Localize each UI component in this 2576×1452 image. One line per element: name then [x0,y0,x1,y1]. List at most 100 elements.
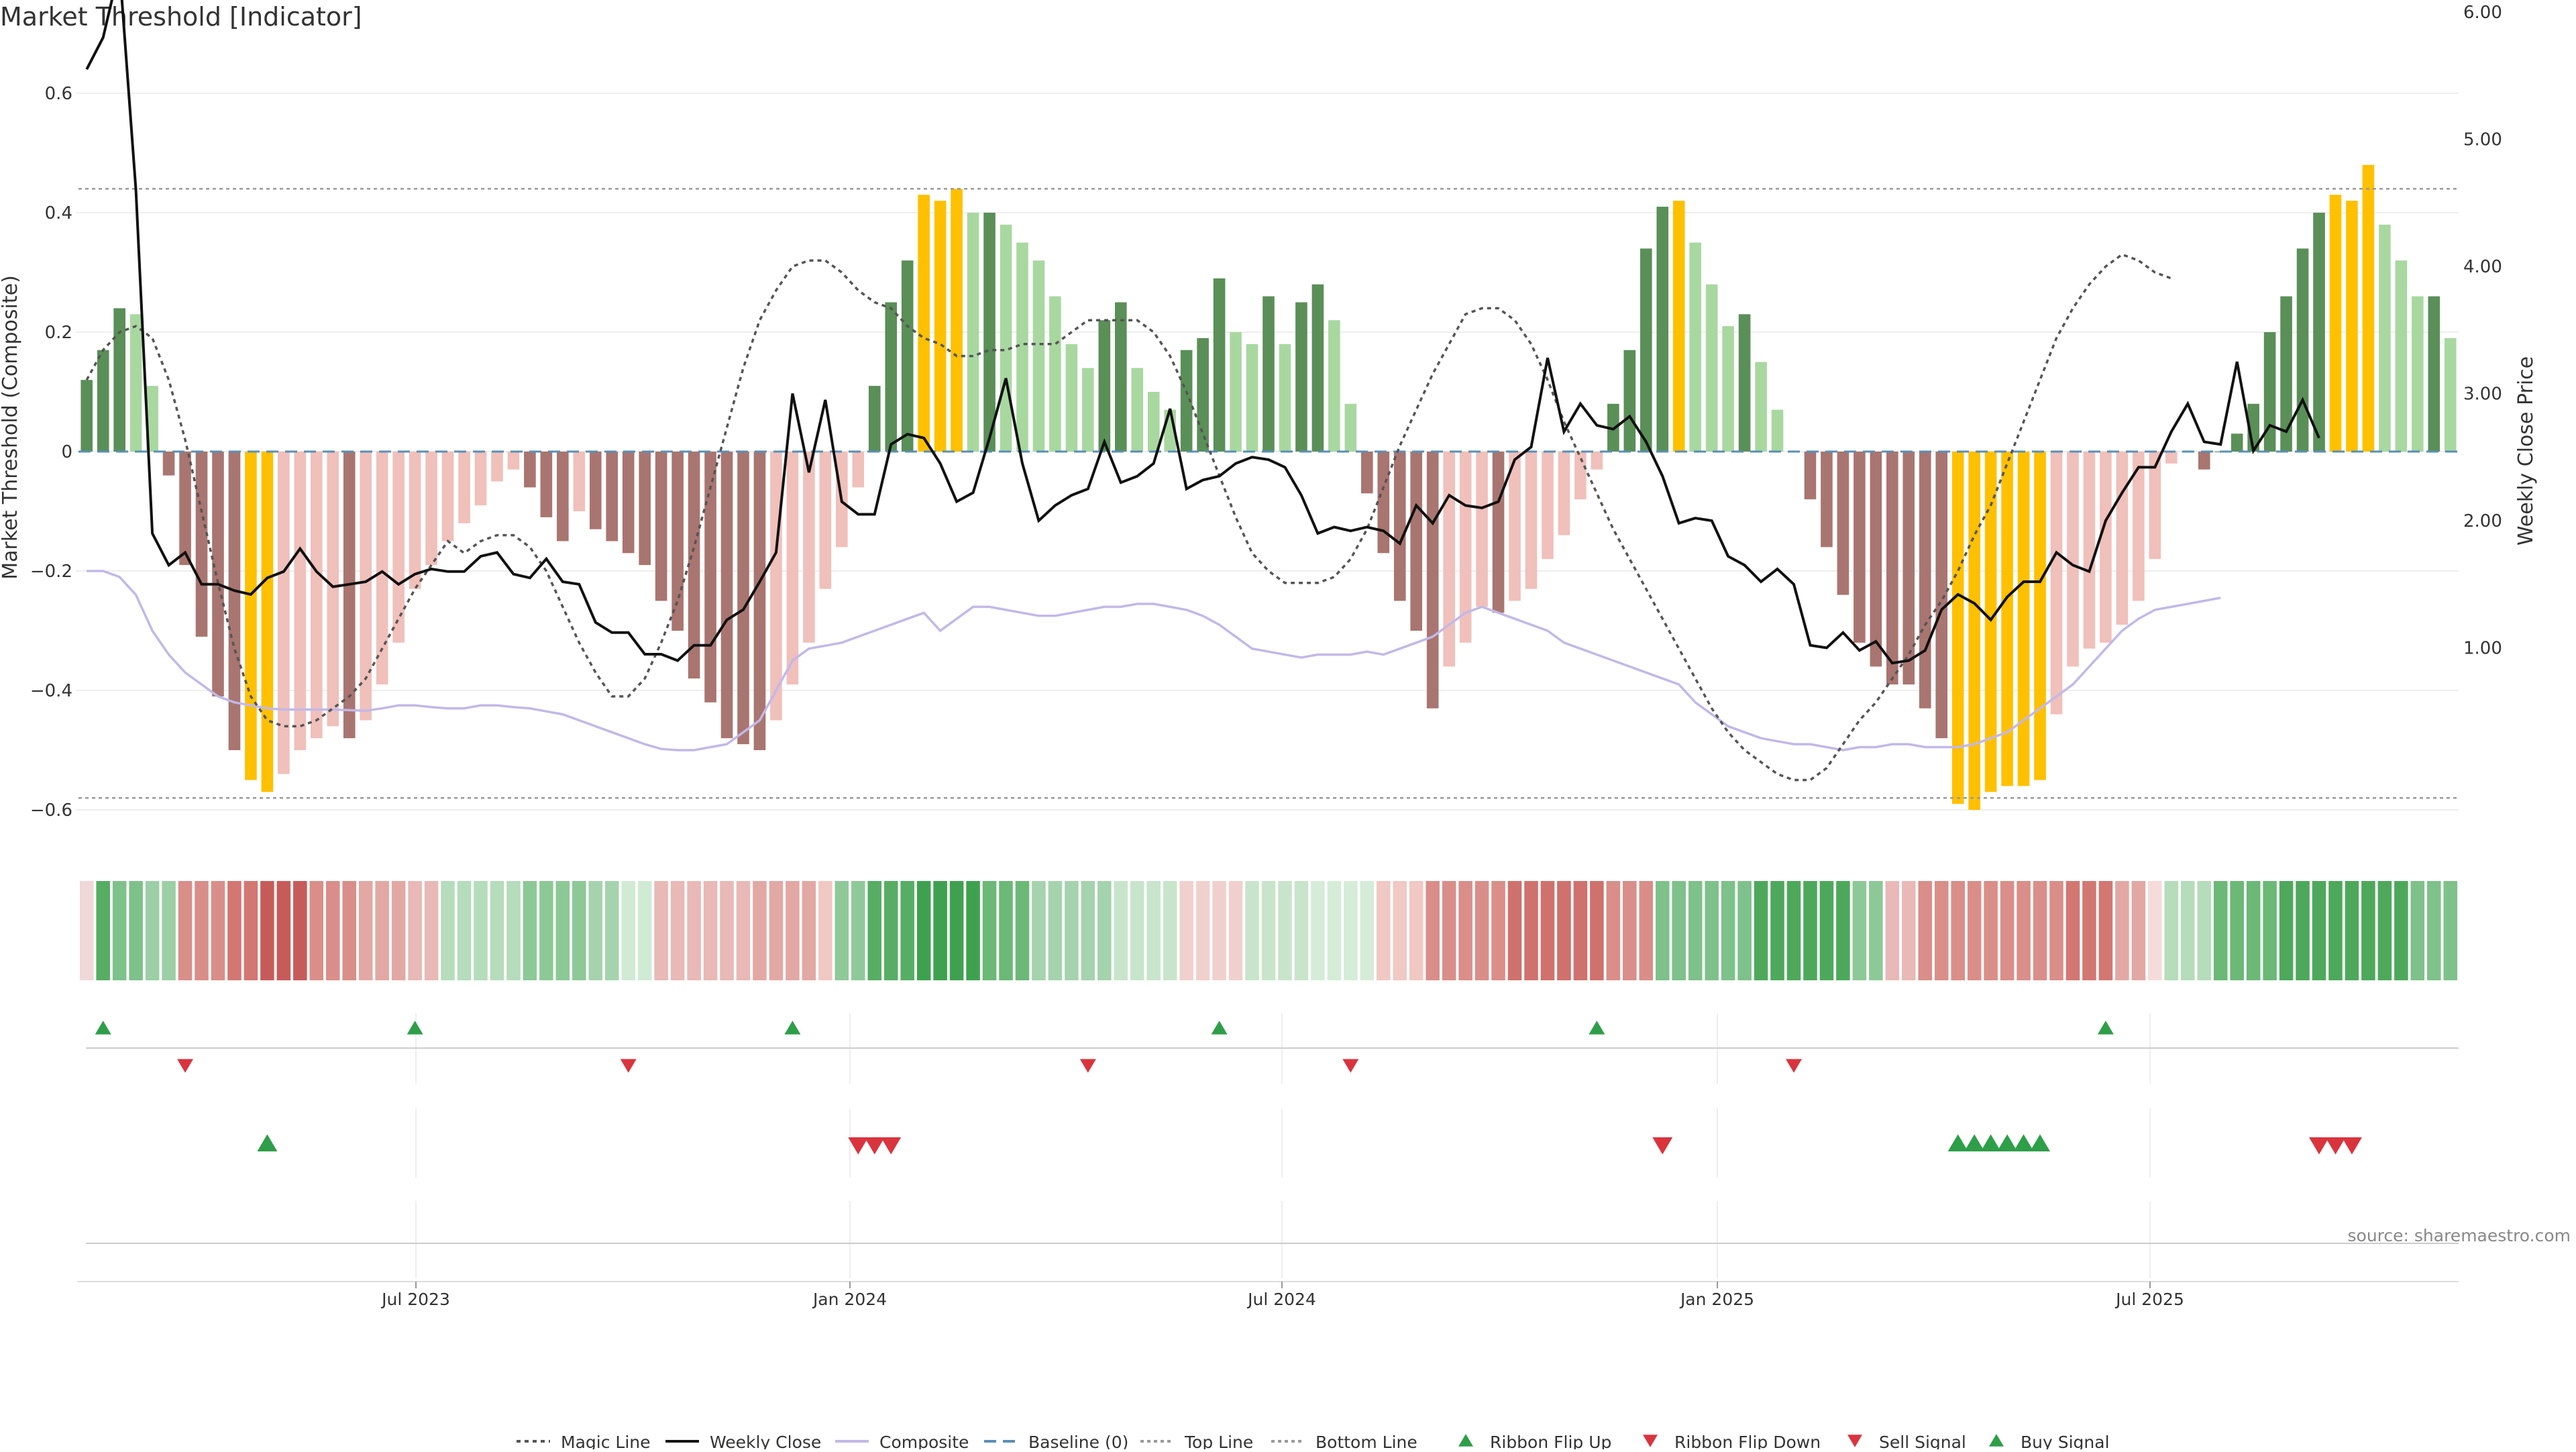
ribbon-cell [408,881,422,980]
ribbon-cell [1065,881,1079,980]
composite-bar [1919,452,1931,709]
composite-bar [2263,332,2276,452]
composite-bar [1459,452,1472,643]
composite-bar [343,452,356,739]
composite-bar [1279,344,1291,452]
ribbon-cell [211,881,225,980]
buy-signal-marker [1964,1134,1985,1151]
ribbon-cell [1179,881,1193,980]
ribbon-cell [145,881,160,980]
composite-bar [425,452,437,566]
ribbon-cell [786,881,800,980]
buy-signal-marker [1997,1134,2018,1151]
composite-bar [1230,332,1242,452]
ribbon-cell [523,881,537,980]
composite-bar [162,452,175,476]
legend-label: Baseline (0) [1028,1433,1128,1449]
ribbon-cell [2164,881,2179,980]
composite-bar [228,452,241,750]
ribbon-cell [1573,881,1588,980]
composite-bar [622,452,635,554]
composite-bar [113,308,125,452]
ribbon-cell [867,881,882,980]
ribbon-cell [818,881,833,980]
ribbon-cell [506,881,521,980]
ribbon-cell [162,881,176,980]
ribbon-cell [375,881,389,980]
ribbon-cell [851,881,865,980]
ribbon-cell [1245,881,1259,980]
ribbon-cell [2279,881,2294,980]
ribbon-cell [2443,881,2458,980]
ribbon-cell [1786,881,1801,980]
composite-bar [1509,452,1521,601]
ribbon-cell [2328,881,2343,980]
composite-bar [1295,302,1307,452]
buy-signal-marker [1947,1134,1968,1151]
composite-bar [1738,314,1751,452]
ribbon-cell [1819,881,1834,980]
composite-bar [934,201,947,452]
y-tick-label: −0.6 [30,800,72,821]
composite-bar [97,350,109,452]
ribbon-cell [2098,881,2113,980]
ribbon-flip-up-marker [784,1021,801,1035]
ribbon-flip-up-marker [2097,1021,2114,1035]
composite-bar [885,302,898,452]
ribbon-cell [1885,881,1900,980]
ribbon-flip-up-marker [1589,1021,1605,1035]
composite-bar [1591,452,1603,470]
sell-signal-marker [848,1137,869,1155]
composite-bar [1197,338,1209,452]
legend-label: Top Line [1184,1433,1253,1449]
ribbon-cell [2427,881,2441,980]
composite-bar [951,189,963,452]
ribbon-cell [1557,881,1571,980]
ribbon-cell [441,881,455,980]
composite-bar [753,452,766,750]
composite-bar [2067,452,2079,667]
composite-bar [2379,224,2391,452]
ribbon-cell [2148,881,2162,980]
composite-bar [1821,452,1833,548]
ribbon-flip-down-marker [1786,1059,1803,1073]
composite-bar [1344,403,1357,452]
composite-bar [458,452,470,523]
composite-bar [129,314,142,452]
composite-bar [294,452,307,750]
x-tick-label: Jul 2023 [380,1290,450,1309]
ribbon-cell [2246,881,2261,980]
composite-bar [1837,452,1849,595]
ribbon-cell [1705,881,1719,980]
composite-bar [2231,433,2243,452]
ribbon-cell [1278,881,1292,980]
sell-signal-marker [2341,1137,2362,1155]
composite-bar [1377,452,1390,554]
ribbon-cell [1540,881,1555,980]
ribbon-cell [2312,881,2326,980]
ribbon-cell [490,881,504,980]
ribbon-cell [1902,881,1916,980]
ribbon-cell [1951,881,1965,980]
ribbon-cell [1163,881,1177,980]
ribbon-cell [670,881,685,980]
y-right-tick-label: 5.00 [2463,130,2502,150]
composite-bar [1886,452,1898,685]
composite-bars [80,164,2457,810]
composite-bar [1000,224,1012,452]
legend-label: Sell Signal [1879,1433,1966,1449]
signal-lanes [86,1013,2459,1278]
composite-bar [2313,213,2325,452]
legend-swatch [1989,1434,2004,1447]
composite-bar [720,452,733,739]
composite-bar [786,452,799,685]
ribbon-cell [1344,881,1358,980]
composite-bar [2001,452,2013,786]
ribbon-cell [457,881,472,980]
composite-bar [967,213,979,452]
ribbon-cell [195,881,209,980]
composite-bar [1426,452,1439,709]
ribbon-cell [474,881,488,980]
composite-bar [179,452,191,566]
ribbon-cell [325,881,340,980]
